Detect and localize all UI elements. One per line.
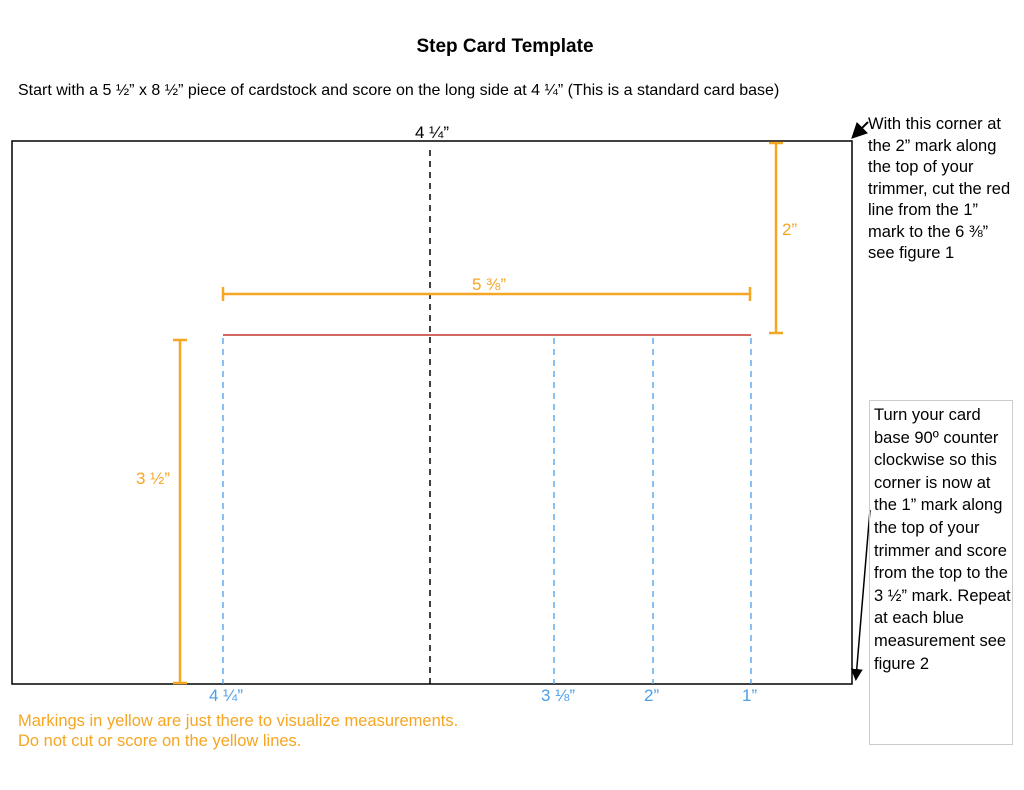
turn-arrow-icon <box>850 509 871 681</box>
left-measure <box>173 338 187 685</box>
turn-note: Turn your card base 90º counter clockwis… <box>869 400 1013 745</box>
legend-line-1: Markings in yellow are just there to vis… <box>18 712 459 730</box>
score-label: 2” <box>644 686 659 705</box>
corner-arrow-icon <box>851 121 869 139</box>
legend-note: Markings in yellow are just there to vis… <box>18 711 458 751</box>
card-outline <box>11 140 853 685</box>
page-title: Step Card Template <box>416 36 594 57</box>
center-fold-label: 4 ¼” <box>415 123 449 142</box>
score-label: 4 ¼” <box>209 686 243 705</box>
top-right-measure-label: 2” <box>782 220 797 239</box>
intro-text: Start with a 5 ½” x 8 ½” piece of cardst… <box>18 82 780 99</box>
score-label: 3 ⅛” <box>541 686 575 705</box>
corner-note: With this corner at the 2” mark along th… <box>868 115 1011 262</box>
horizontal-measure-label: 5 ⅜” <box>472 275 506 294</box>
top-right-measure <box>769 141 783 335</box>
left-measure-label: 3 ½” <box>136 469 170 488</box>
score-label: 1” <box>742 686 757 705</box>
horizontal-measure <box>221 287 752 301</box>
legend-line-2: Do not cut or score on the yellow lines. <box>18 732 302 750</box>
